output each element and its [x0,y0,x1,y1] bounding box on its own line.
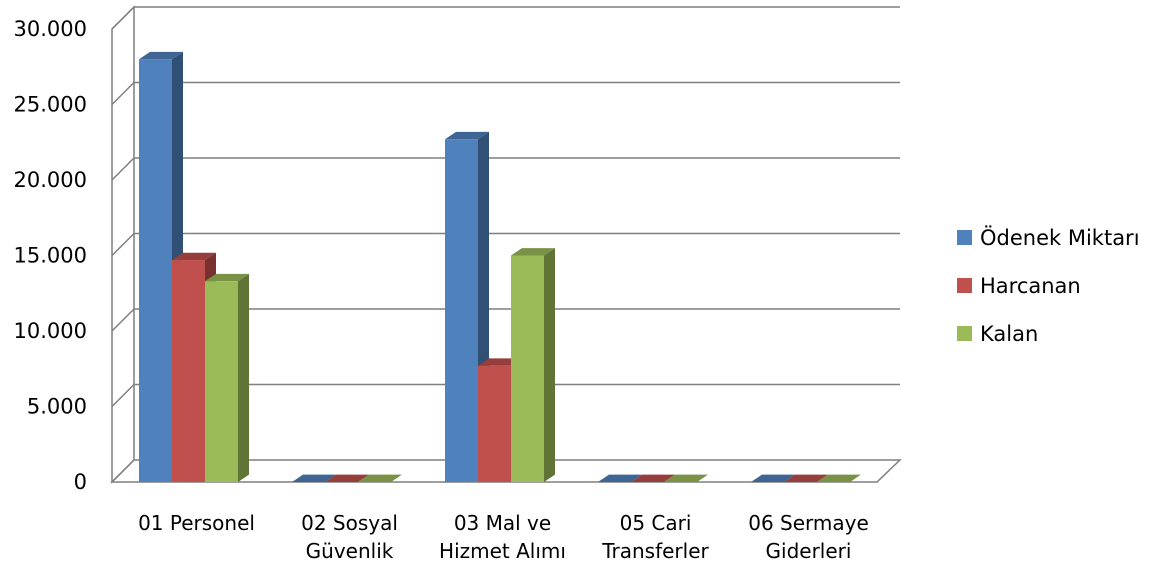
bars [139,51,861,483]
legend: Ödenek Miktarı Harcanan Kalan [957,225,1140,346]
x-axis-category-labels: 01 Personel 02 Sosyal Güvenlik 03 Mal ve Hiz… [138,511,869,563]
bar [817,474,861,482]
y-tick-label: 15.000 [14,244,87,268]
x-category-label-line: Hizmet Alımı [439,539,566,563]
bar-top [292,474,336,482]
bar [139,51,183,482]
legend-label: Ödenek Miktarı [980,225,1140,250]
x-category-label-line: 06 Sermaye [748,511,869,535]
x-category-label-line: 03 Mal ve [454,511,551,535]
bar-front [205,281,238,482]
y-tick-label: 25.000 [14,93,87,117]
bar-top [325,474,369,482]
bar [358,474,402,482]
x-category-label: 03 Mal ve Hizmet Alımı [439,511,566,563]
bar [205,273,249,482]
bar-top [784,474,828,482]
bar-top [205,273,249,282]
legend-label: Kalan [980,322,1038,346]
bar-top [172,252,216,261]
x-category-label-line: 02 Sosyal [301,511,398,535]
bar [292,474,336,482]
x-category-label-line: 01 Personel [138,511,255,535]
y-tick-label: 0 [74,470,87,494]
bar-front [511,255,544,482]
bar-front [478,365,511,482]
legend-swatch [957,326,972,341]
legend-swatch [957,230,972,245]
x-category-label-line: 05 Cari [620,511,692,535]
x-category-label-line: Güvenlik [306,539,394,563]
legend-swatch [957,278,972,293]
x-category-label: 06 Sermaye Giderleri [748,511,869,563]
bar-front [445,139,478,483]
x-category-label: 05 Cari Transferler [601,511,709,563]
bar-top [631,474,675,482]
bar [664,474,708,482]
gridline [111,157,900,181]
bar-side [544,248,555,482]
gridline [111,308,900,332]
bar-front [139,59,172,482]
bar-top [139,51,183,60]
gridlines [111,6,900,408]
bar-top [751,474,795,482]
gridline [111,81,900,106]
bar [511,248,555,482]
bar-side [238,273,249,482]
x-category-label-line: Giderleri [766,539,852,563]
gridline [111,232,900,257]
bar [631,474,675,482]
legend-label: Harcanan [980,274,1081,298]
bar-front [172,260,205,482]
y-tick-label: 5.000 [27,395,87,419]
y-tick-label: 10.000 [14,319,87,343]
bar-top [445,131,489,140]
y-axis-tick-labels: 0 5.000 10.000 15.000 20.000 25.000 30.000 [14,17,87,494]
bar [751,474,795,482]
x-category-label-line: Transferler [601,539,709,563]
y-tick-label: 20.000 [14,168,87,192]
gridline [111,383,900,408]
x-category-label: 02 Sosyal Güvenlik [301,511,398,563]
bar-top [511,248,555,256]
bar-top [817,474,861,482]
y-tick-label: 30.000 [14,17,87,41]
bar-top [664,474,708,482]
bar [325,474,369,482]
x-category-label: 01 Personel [138,511,255,535]
bar-top [598,474,642,482]
bar [598,474,642,482]
bar [784,474,828,482]
bar-top [358,474,402,482]
gridline [111,6,900,30]
